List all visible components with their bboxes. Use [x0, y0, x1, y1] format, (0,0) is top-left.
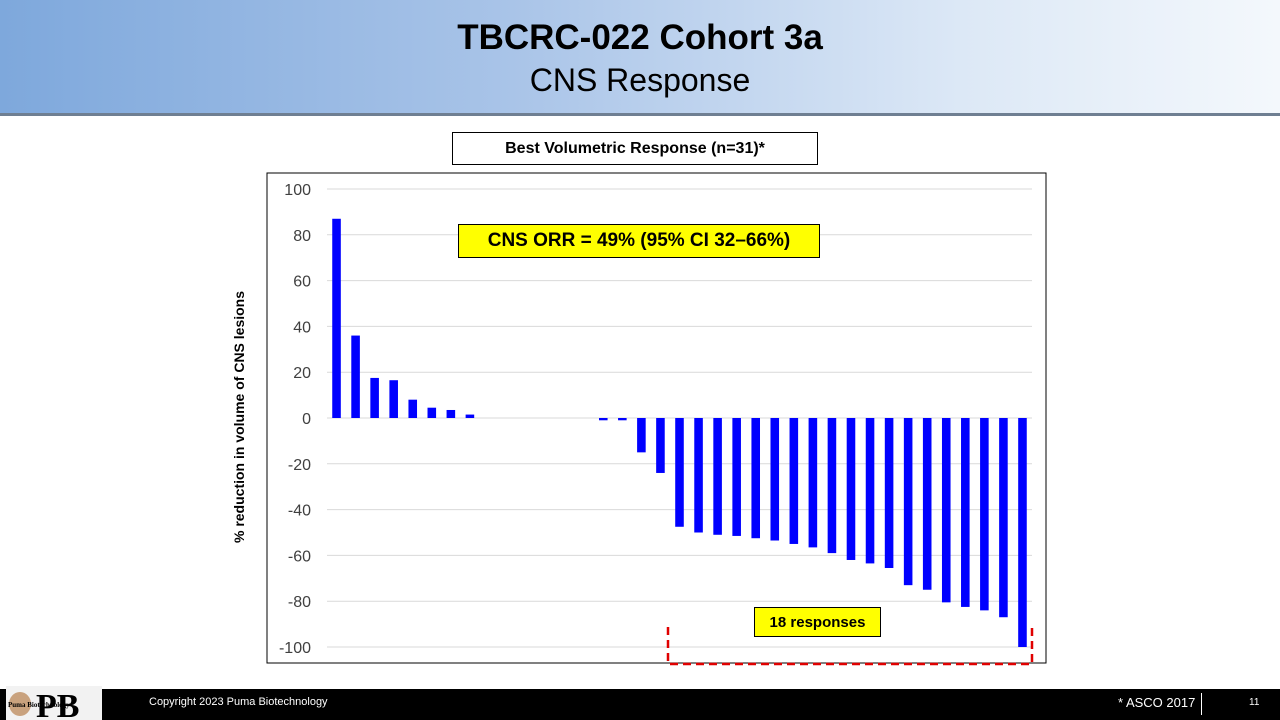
source-note: * ASCO 2017: [1118, 695, 1196, 710]
bar: [941, 418, 951, 603]
bar: [961, 418, 970, 607]
bar: [732, 418, 741, 536]
bar: [389, 380, 398, 418]
plot-frame: [266, 172, 1047, 664]
bar: [370, 377, 379, 418]
responses-callout: 18 responses: [754, 607, 881, 637]
bar: [808, 418, 818, 548]
bar: [656, 418, 665, 473]
y-tick-label: 40: [293, 319, 311, 336]
y-tick-label: 100: [284, 182, 311, 199]
bar: [598, 418, 608, 421]
footer-divider: [1201, 693, 1202, 715]
y-tick-label: -80: [288, 594, 311, 611]
bar: [980, 418, 989, 611]
bar: [999, 418, 1008, 618]
bar: [865, 418, 875, 564]
svg-text:Puma Biotechnology: Puma Biotechnology: [8, 701, 70, 709]
svg-text:PB: PB: [36, 688, 79, 720]
header-rule: [0, 113, 1280, 116]
y-tick-label: -100: [279, 640, 311, 657]
bar: [846, 418, 856, 560]
bar: [903, 418, 913, 586]
y-tick-label: -40: [288, 503, 311, 520]
slide-subtitle: CNS Response: [529, 62, 751, 98]
orr-callout: CNS ORR = 49% (95% CI 32–66%): [458, 224, 820, 258]
bar: [427, 407, 437, 418]
y-tick-label: -20: [288, 457, 311, 474]
bar: [446, 409, 456, 418]
bar: [789, 418, 799, 544]
bar: [408, 399, 418, 418]
bar: [637, 418, 646, 453]
header-banner: [0, 0, 1280, 113]
y-tick-label: 80: [293, 228, 311, 245]
bars: [332, 218, 1027, 647]
y-tick-label: -60: [288, 548, 311, 565]
puma-logo: PB Puma Biotechnology: [6, 686, 102, 720]
bar: [1018, 418, 1027, 647]
bar: [922, 418, 932, 590]
bar: [713, 418, 722, 535]
bar: [694, 418, 703, 533]
bar: [770, 418, 780, 541]
bar: [751, 418, 761, 539]
bar: [351, 335, 360, 418]
page-number: 11: [1249, 697, 1260, 708]
y-axis-label: % reduction in volume of CNS lesions: [231, 291, 247, 543]
copyright-text: Copyright 2023 Puma Biotechnology: [149, 696, 328, 708]
footer-bar: [0, 689, 1280, 720]
y-tick-label: 0: [302, 411, 311, 428]
bar: [465, 414, 475, 418]
y-tick-label: 60: [293, 274, 311, 291]
chart-title: Best Volumetric Response (n=31)*: [452, 132, 818, 165]
bar: [884, 418, 894, 568]
y-tick-labels: 100 80 60 40 20 0 -20 -40 -60 -80 -100: [279, 182, 311, 657]
responses-bracket: [666, 627, 1034, 666]
slide-title: TBCRC-022 Cohort 3a: [457, 18, 823, 57]
bar: [332, 218, 341, 418]
y-tick-label: 20: [293, 365, 311, 382]
bar: [827, 418, 837, 554]
bar: [618, 418, 627, 421]
bar: [675, 418, 684, 527]
